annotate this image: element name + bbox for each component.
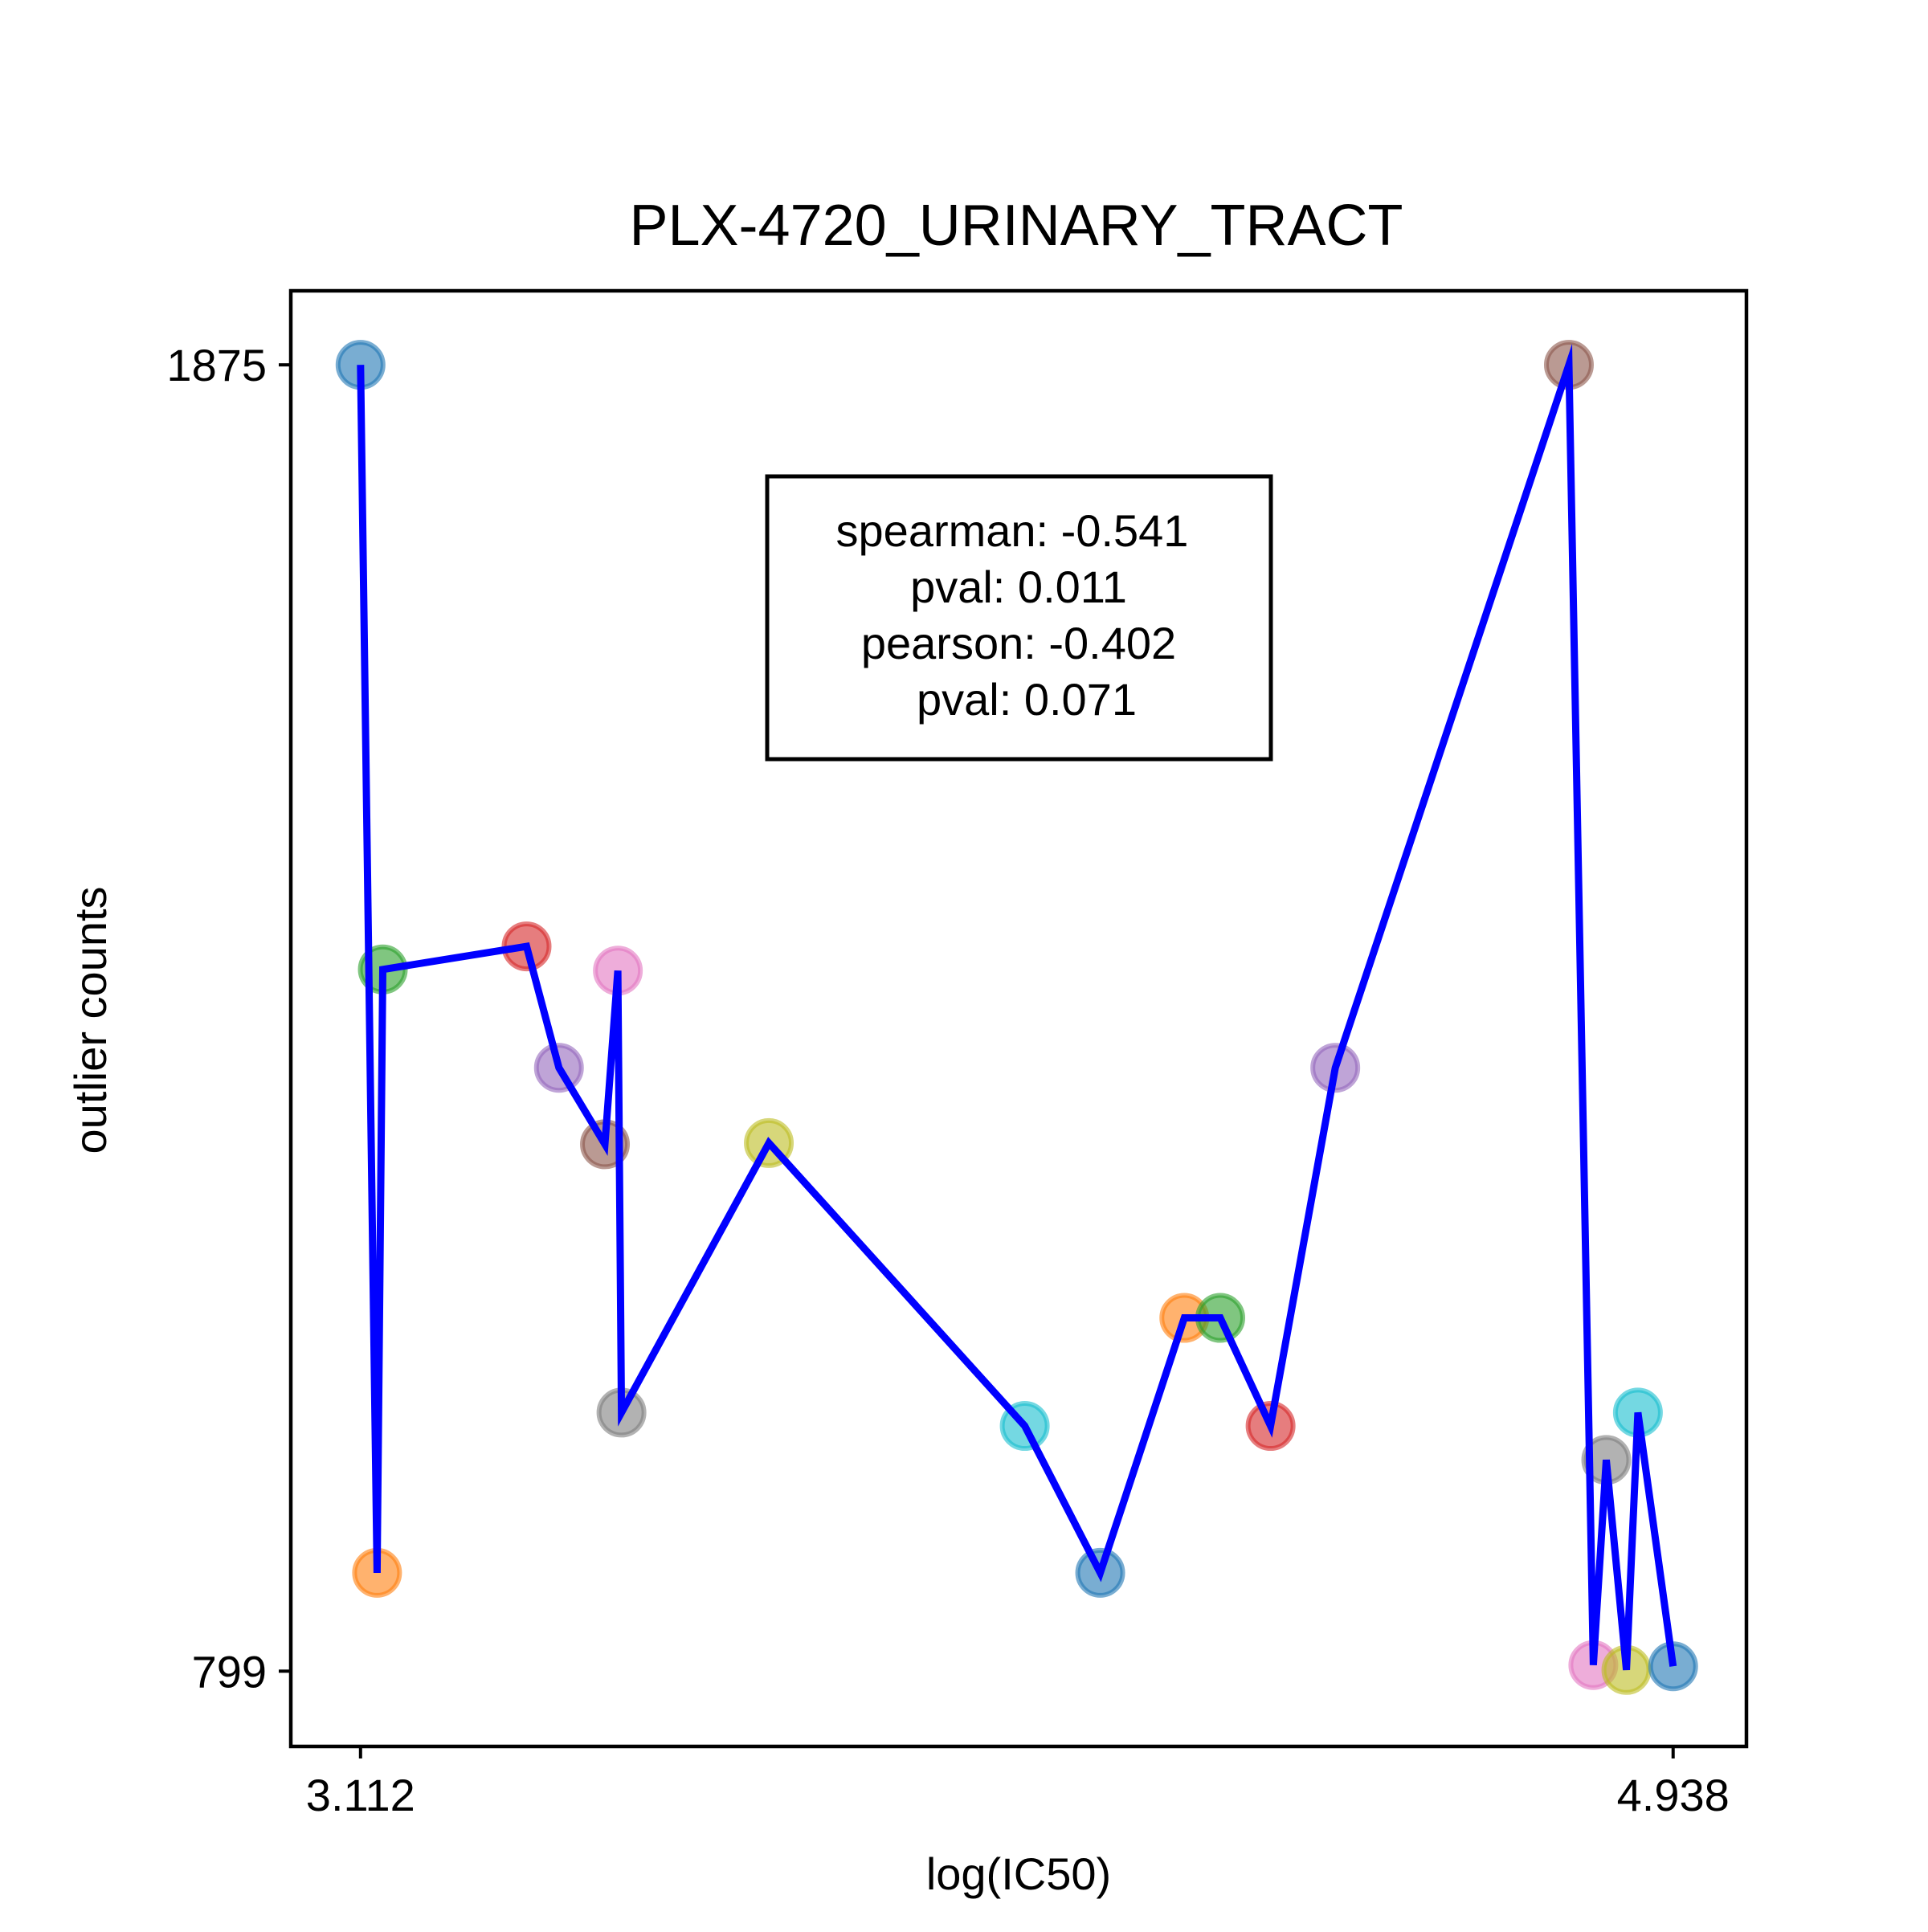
marks-layer [335,340,1698,1695]
plot-frame [288,288,1749,1749]
y-tick-label-1: 799 [192,1646,267,1697]
stats-pearson: pearson: -0.402 [861,618,1176,668]
y-tick-label-2: 1875 [166,340,267,390]
x-axis-label: log(IC50) [926,1848,1111,1899]
stats-pearson-pval: pval: 0.071 [917,674,1137,725]
stats-spearman-pval: pval: 0.011 [910,562,1127,612]
stats-box: spearman: -0.541 pval: 0.011 pearson: -0… [765,474,1273,762]
axes-layer: 3.112 4.938 799 1875 [166,340,1729,1820]
x-tick-label-1: 3.112 [306,1770,415,1820]
x-tick-label-2: 4.938 [1617,1770,1730,1820]
stats-spearman: spearman: -0.541 [836,505,1189,556]
chart-title: PLX-4720_URINARY_TRACT [629,194,1403,258]
series-line [357,343,1677,1671]
stats-box-frame [765,474,1273,762]
y-axis-label: outlier counts [65,886,116,1154]
